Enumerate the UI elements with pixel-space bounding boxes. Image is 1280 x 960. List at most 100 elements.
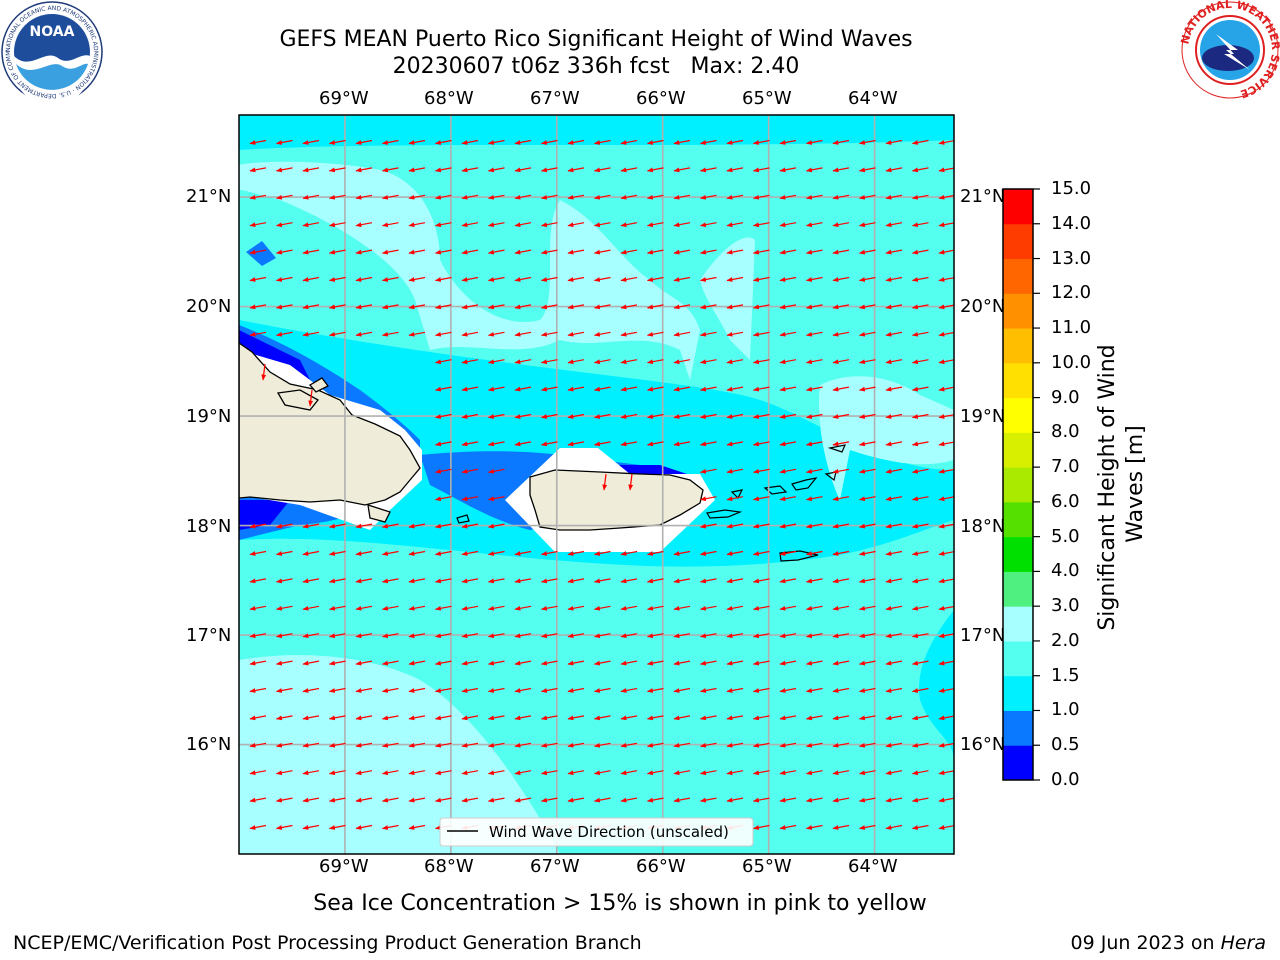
direction-arrow <box>726 468 744 474</box>
colorbar-tick-label: 14.0 <box>1051 212 1092 234</box>
direction-arrow <box>408 249 426 255</box>
direction-arrow <box>646 331 664 337</box>
direction-arrow <box>434 222 452 228</box>
direction-arrow <box>328 578 346 584</box>
direction-arrow <box>514 304 532 310</box>
direction-arrow <box>779 742 797 748</box>
direction-arrow <box>249 523 267 529</box>
direction-arrow <box>249 331 267 337</box>
direction-arrow <box>461 523 479 529</box>
direction-arrow <box>620 633 638 639</box>
direction-arrow <box>355 276 373 282</box>
direction-arrow <box>249 770 267 776</box>
direction-arrow <box>673 331 691 337</box>
direction-arrow <box>514 578 532 584</box>
direction-arrow <box>275 194 293 200</box>
colorbar-segment-14 <box>1003 258 1033 294</box>
direction-arrow <box>540 139 558 145</box>
colorbar-segment-15 <box>1003 223 1033 260</box>
direction-arrow <box>938 715 954 721</box>
lat-label-left-16n: 16°N <box>186 734 232 755</box>
direction-arrow <box>885 742 903 748</box>
colorbar <box>1003 188 1040 781</box>
colorbar-tick-label: 0.5 <box>1051 734 1080 756</box>
direction-arrow <box>567 276 585 282</box>
direction-arrow <box>646 222 664 228</box>
direction-arrow <box>673 797 691 803</box>
direction-arrow <box>540 194 558 200</box>
direction-arrow <box>302 687 320 693</box>
direction-arrow <box>911 468 929 474</box>
direction-arrow <box>938 660 954 666</box>
direction-arrow <box>461 770 479 776</box>
direction-arrow <box>355 331 373 337</box>
direction-arrow <box>328 550 346 556</box>
direction-arrow <box>408 824 426 830</box>
direction-arrow <box>593 249 611 255</box>
direction-arrow <box>514 386 532 392</box>
direction-arrow <box>805 797 823 803</box>
direction-arrow <box>461 605 479 611</box>
direction-arrow <box>646 276 664 282</box>
direction-arrow <box>911 496 929 502</box>
direction-arrow <box>805 742 823 748</box>
direction-arrow <box>302 550 320 556</box>
direction-arrow <box>911 550 929 556</box>
direction-arrow <box>434 496 452 502</box>
direction-arrow <box>858 249 876 255</box>
direction-arrow <box>699 605 717 611</box>
direction-arrow <box>832 249 850 255</box>
direction-arrow <box>620 550 638 556</box>
direction-arrow <box>514 742 532 748</box>
direction-arrow <box>355 523 373 529</box>
footer-left: NCEP/EMC/Verification Post Processing Pr… <box>13 932 642 954</box>
direction-arrow <box>938 688 954 693</box>
direction-arrow <box>355 167 373 173</box>
direction-arrow <box>540 167 558 173</box>
direction-arrow <box>646 633 664 639</box>
direction-arrow <box>408 194 426 200</box>
direction-arrow <box>275 523 293 529</box>
direction-arrow <box>726 605 744 611</box>
lon-label-top-69w: 69°W <box>319 88 369 109</box>
direction-arrow <box>805 139 823 145</box>
direction-arrow <box>858 742 876 748</box>
map-frame <box>238 114 955 855</box>
direction-arrow <box>911 797 929 803</box>
direction-arrow <box>805 167 823 173</box>
direction-arrow <box>858 496 876 502</box>
lat-label-right-20n: 20°N <box>960 296 1006 317</box>
colorbar-tick-label: 6.0 <box>1051 490 1080 512</box>
direction-arrow <box>328 770 346 776</box>
colorbar-segment-10 <box>1003 397 1033 433</box>
direction-arrow <box>514 797 532 803</box>
direction-arrow <box>858 770 876 776</box>
direction-arrow <box>328 633 346 639</box>
lon-label-bottom-67w: 67°W <box>530 856 580 877</box>
direction-arrow <box>487 359 505 365</box>
direction-arrow <box>779 496 797 502</box>
direction-arrow <box>275 742 293 748</box>
direction-arrow <box>779 386 797 392</box>
direction-arrow <box>620 331 638 337</box>
direction-arrow <box>885 441 903 447</box>
direction-arrow <box>779 249 797 255</box>
direction-arrow <box>381 167 399 173</box>
direction-arrow <box>381 797 399 803</box>
direction-arrow <box>434 441 452 447</box>
direction-arrow <box>699 687 717 693</box>
direction-arrow <box>540 304 558 310</box>
direction-arrow <box>885 715 903 721</box>
direction-arrow <box>699 550 717 556</box>
direction-arrow <box>673 304 691 310</box>
direction-arrow <box>381 605 399 611</box>
direction-arrow <box>938 140 954 145</box>
direction-arrow <box>805 359 823 365</box>
direction-arrow <box>938 167 954 173</box>
direction-arrow <box>699 139 717 145</box>
direction-arrow <box>673 359 691 365</box>
direction-arrow <box>408 222 426 228</box>
colorbar-frame <box>1002 188 1034 781</box>
direction-arrow <box>567 770 585 776</box>
direction-arrow <box>249 797 267 803</box>
